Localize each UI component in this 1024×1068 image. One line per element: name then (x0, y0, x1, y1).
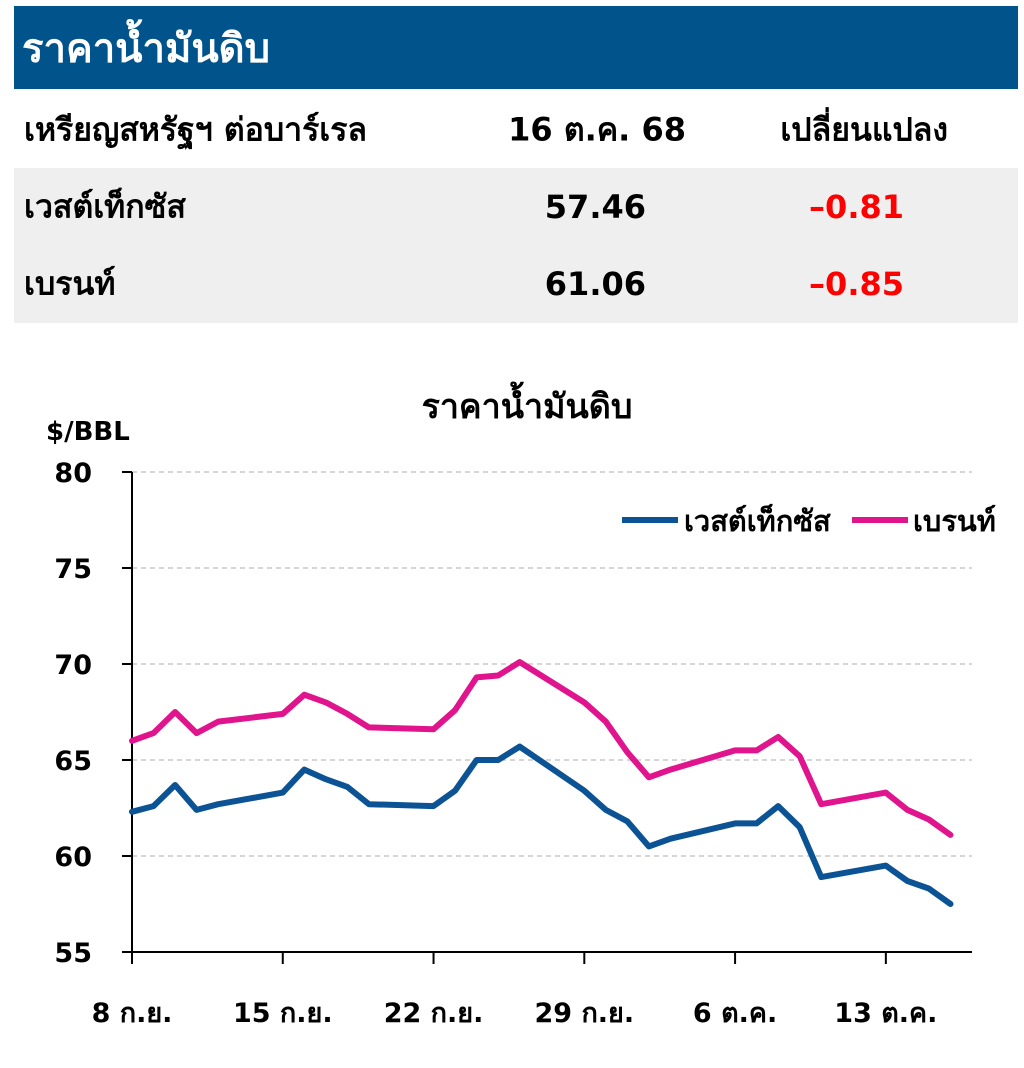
y-tick-label: 80 (54, 458, 92, 489)
crude-price: 57.46 (544, 188, 646, 226)
table-title: ราคาน้ำมันดิบ (14, 6, 1018, 89)
change-header: เปลี่ยนแปลง (780, 110, 948, 149)
x-tick-label: 13 ต.ค. (834, 998, 937, 1029)
date-header: 16 ต.ค. 68 (508, 110, 686, 149)
y-tick-label: 75 (54, 554, 92, 585)
x-tick-label: 15 ก.ย. (233, 998, 333, 1029)
y-tick-label: 60 (54, 842, 92, 873)
crude-price: 61.06 (544, 265, 646, 303)
crude-name: เบรนท์ (24, 264, 116, 303)
series-line (129, 659, 954, 838)
legend-label: เบรนท์ (913, 504, 996, 538)
unit-header: เหรียญสหรัฐฯ ต่อบาร์เรล (24, 110, 368, 149)
y-tick-label: 70 (54, 650, 92, 681)
y-tick-label: 65 (54, 746, 92, 777)
crude-change: –0.81 (809, 188, 904, 226)
x-tick-label: 6 ต.ค. (693, 998, 777, 1029)
x-tick-label: 8 ก.ย. (92, 998, 173, 1029)
table-row: เบรนท์ 61.06 –0.85 (14, 245, 1018, 323)
table-header-row: เหรียญสหรัฐฯ ต่อบาร์เรล 16 ต.ค. 68 เปลี่… (14, 91, 1018, 169)
x-tick-label: 29 ก.ย. (534, 998, 634, 1029)
table-row: เวสต์เท็กซัส 57.46 –0.81 (14, 168, 1018, 246)
y-axis-label: $/BBL (46, 417, 130, 447)
legend-label: เวสต์เท็กซัส (684, 503, 831, 538)
y-tick-label: 55 (54, 938, 92, 969)
crude-change: –0.85 (809, 265, 904, 303)
series-line (129, 743, 954, 907)
chart-title: ราคาน้ำมันดิบ (422, 381, 633, 427)
x-tick-label: 22 ก.ย. (384, 998, 484, 1029)
crude-name: เวสต์เท็กซัส (24, 187, 186, 226)
